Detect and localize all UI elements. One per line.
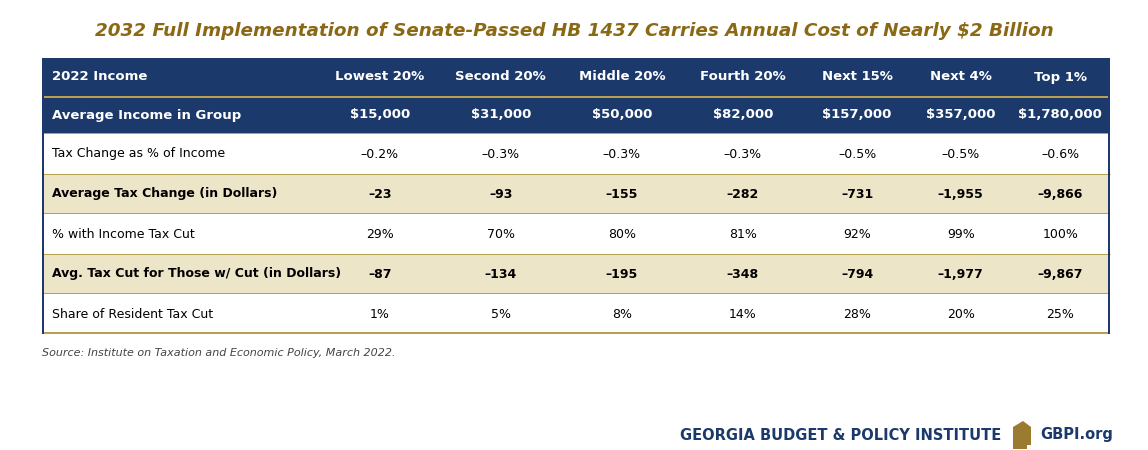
Text: 20%: 20%	[947, 307, 975, 320]
Bar	[42, 214, 1110, 254]
Text: –0.3%: –0.3%	[723, 148, 762, 161]
Text: 70%: 70%	[487, 228, 514, 240]
Text: 2032 Full Implementation of Senate-Passed HB 1437 Carries Annual Cost of Nearly : 2032 Full Implementation of Senate-Passe…	[94, 22, 1054, 40]
Text: $157,000: $157,000	[822, 108, 892, 122]
Text: Top 1%: Top 1%	[1033, 71, 1087, 84]
Text: 28%: 28%	[843, 307, 871, 320]
Bar	[42, 132, 1110, 134]
Bar	[42, 96, 1110, 98]
Text: –87: –87	[369, 267, 391, 280]
Text: Average Income in Group: Average Income in Group	[52, 108, 241, 122]
Text: –9,866: –9,866	[1038, 188, 1083, 201]
Text: GEORGIA BUDGET & POLICY INSTITUTE: GEORGIA BUDGET & POLICY INSTITUTE	[680, 428, 1001, 442]
Text: $82,000: $82,000	[713, 108, 773, 122]
Bar	[42, 254, 1110, 255]
Text: Second 20%: Second 20%	[456, 71, 546, 84]
Text: –9,867: –9,867	[1038, 267, 1083, 280]
Text: GBPI.org: GBPI.org	[1040, 428, 1112, 442]
Text: 81%: 81%	[729, 228, 757, 240]
Bar	[42, 134, 1110, 174]
Bar	[1108, 58, 1110, 334]
Text: Next 15%: Next 15%	[822, 71, 893, 84]
Text: Share of Resident Tax Cut: Share of Resident Tax Cut	[52, 307, 214, 320]
Text: –0.2%: –0.2%	[360, 148, 398, 161]
Text: $50,000: $50,000	[591, 108, 652, 122]
Text: –134: –134	[484, 267, 517, 280]
Text: 8%: 8%	[612, 307, 631, 320]
Text: –1,955: –1,955	[938, 188, 984, 201]
Text: –1,977: –1,977	[938, 267, 984, 280]
Text: –0.3%: –0.3%	[603, 148, 641, 161]
Text: Fourth 20%: Fourth 20%	[700, 71, 785, 84]
Text: $357,000: $357,000	[926, 108, 995, 122]
Text: –731: –731	[841, 188, 874, 201]
Text: Average Tax Change (in Dollars): Average Tax Change (in Dollars)	[52, 188, 278, 201]
Text: –23: –23	[369, 188, 391, 201]
Text: 29%: 29%	[366, 228, 394, 240]
Text: $31,000: $31,000	[471, 108, 532, 122]
Bar	[42, 58, 1110, 96]
Text: $15,000: $15,000	[350, 108, 410, 122]
Text: –794: –794	[841, 267, 874, 280]
Text: –155: –155	[606, 188, 638, 201]
Polygon shape	[1013, 421, 1031, 449]
Text: –282: –282	[727, 188, 759, 201]
Text: –0.5%: –0.5%	[838, 148, 876, 161]
Text: $1,780,000: $1,780,000	[1018, 108, 1102, 122]
Text: 100%: 100%	[1042, 228, 1078, 240]
Bar	[42, 58, 1110, 60]
Bar	[42, 58, 44, 334]
Text: Avg. Tax Cut for Those w/ Cut (in Dollars): Avg. Tax Cut for Those w/ Cut (in Dollar…	[52, 267, 341, 280]
Text: 80%: 80%	[607, 228, 636, 240]
Text: Next 4%: Next 4%	[930, 71, 992, 84]
Bar	[42, 213, 1110, 214]
Text: Tax Change as % of Income: Tax Change as % of Income	[52, 148, 225, 161]
Text: –0.6%: –0.6%	[1041, 148, 1079, 161]
Text: 5%: 5%	[490, 307, 511, 320]
Text: Source: Institute on Taxation and Economic Policy, March 2022.: Source: Institute on Taxation and Econom…	[42, 348, 396, 358]
Bar	[42, 174, 1110, 175]
Text: 2022 Income: 2022 Income	[52, 71, 147, 84]
Text: 92%: 92%	[844, 228, 871, 240]
Text: –0.5%: –0.5%	[941, 148, 979, 161]
Text: 14%: 14%	[729, 307, 757, 320]
Text: 25%: 25%	[1046, 307, 1075, 320]
Bar	[42, 332, 1110, 334]
Bar	[42, 174, 1110, 214]
Bar	[42, 293, 1110, 294]
Bar	[42, 294, 1110, 334]
Bar	[42, 254, 1110, 294]
Text: Middle 20%: Middle 20%	[579, 71, 665, 84]
Text: % with Income Tax Cut: % with Income Tax Cut	[52, 228, 195, 240]
Text: –0.3%: –0.3%	[482, 148, 520, 161]
Bar	[42, 96, 1110, 134]
Text: –348: –348	[727, 267, 759, 280]
Text: Lowest 20%: Lowest 20%	[335, 71, 425, 84]
Text: –195: –195	[606, 267, 638, 280]
Text: 99%: 99%	[947, 228, 975, 240]
Text: 1%: 1%	[370, 307, 389, 320]
Text: –93: –93	[489, 188, 512, 201]
